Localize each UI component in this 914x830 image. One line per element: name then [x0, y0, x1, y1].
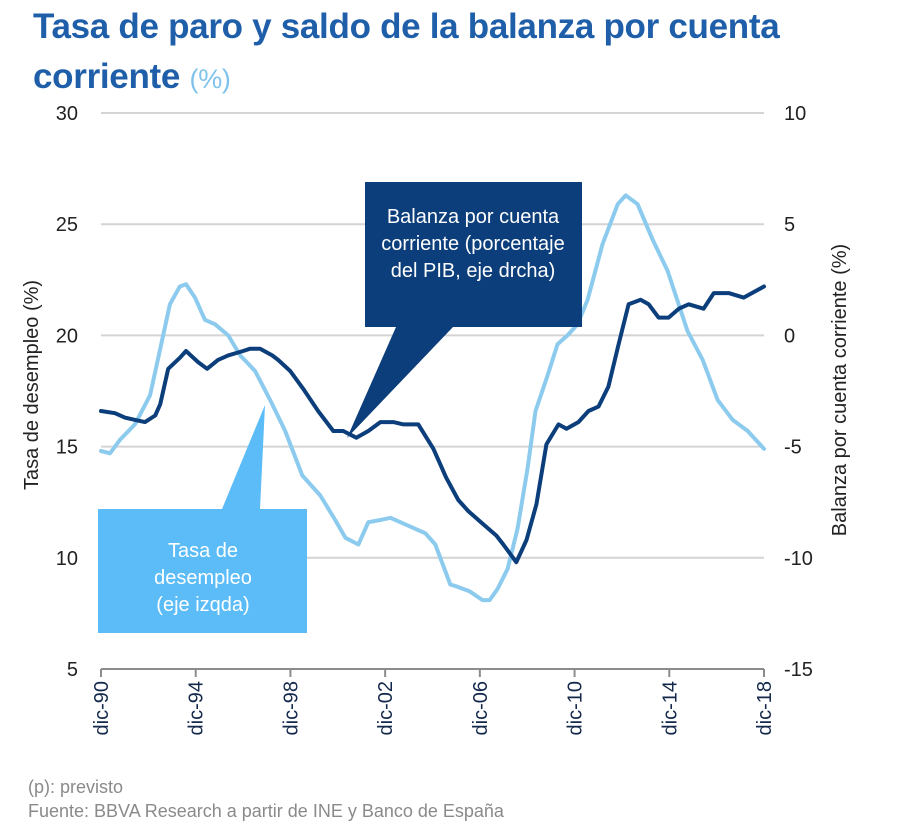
footnote-source: Fuente: BBVA Research a partir de INE y …	[28, 801, 504, 821]
chart-title-unit: (%)	[189, 64, 231, 94]
y-left-tick-label: 10	[56, 548, 78, 570]
y-axis-left-ticks: 30 25 20 15 10 5	[56, 103, 78, 681]
y-left-tick-label: 20	[56, 325, 78, 347]
callout-balance-line-2: corriente (porcentaje	[381, 233, 564, 255]
callout-balance-line-3: del PIB, eje drcha)	[391, 260, 556, 282]
x-tick-label: dic-06	[470, 681, 492, 735]
x-tick-label: dic-18	[754, 681, 776, 735]
callout-unemployment: Tasa de desempleo (eje izqda)	[98, 405, 307, 633]
y-left-tick-label: 5	[67, 659, 78, 681]
series-lines	[99, 193, 766, 603]
y-left-tick-label: 15	[56, 437, 78, 459]
y-left-tick-label: 25	[56, 214, 78, 236]
y-right-tick-label: -5	[784, 437, 802, 459]
x-tick-label: dic-10	[565, 681, 587, 735]
x-tick-label: dic-90	[91, 681, 113, 735]
callout-balance-line-1: Balanza por cuenta	[387, 206, 560, 228]
y-right-tick-label: -15	[784, 659, 813, 681]
x-tick-label: dic-14	[659, 681, 681, 735]
callout-balance: Balanza por cuenta corriente (porcentaje…	[347, 182, 582, 438]
chart-title: Tasa de paro y saldo de la balanza por c…	[33, 2, 903, 104]
x-tick-label: dic-94	[186, 681, 208, 735]
chart-title-main: Tasa de paro y saldo de la balanza por c…	[33, 7, 780, 96]
x-axis: dic-90 dic-94 dic-98 dic-02 dic-06 dic-10 dic-…	[91, 668, 776, 735]
y-axis-right-ticks: 10 5 0 -5 -10 -15	[784, 103, 813, 681]
y-axis-right-title: Balanza por cuenta corriente (%)	[829, 244, 851, 536]
series-line-unemployment	[99, 193, 766, 603]
y-right-tick-label: -10	[784, 548, 813, 570]
y-right-tick-label: 5	[784, 214, 795, 236]
x-tick-label: dic-98	[280, 681, 302, 735]
callout-unemployment-box	[98, 405, 307, 633]
callout-balance-box	[347, 182, 582, 438]
y-left-tick-label: 30	[56, 103, 78, 125]
callout-unemployment-line-3: (eje izqda)	[156, 594, 249, 616]
callout-unemployment-line-2: desempleo	[154, 567, 252, 589]
y-right-tick-label: 0	[784, 325, 795, 347]
x-tick-label: dic-02	[375, 681, 397, 735]
series-line-current-account	[99, 284, 766, 565]
callout-unemployment-line-1: Tasa de	[168, 540, 238, 562]
y-right-tick-label: 10	[784, 103, 806, 125]
footnote-note: (p): previsto	[28, 777, 124, 797]
y-axis-left-title: Tasa de desempleo (%)	[21, 280, 43, 490]
